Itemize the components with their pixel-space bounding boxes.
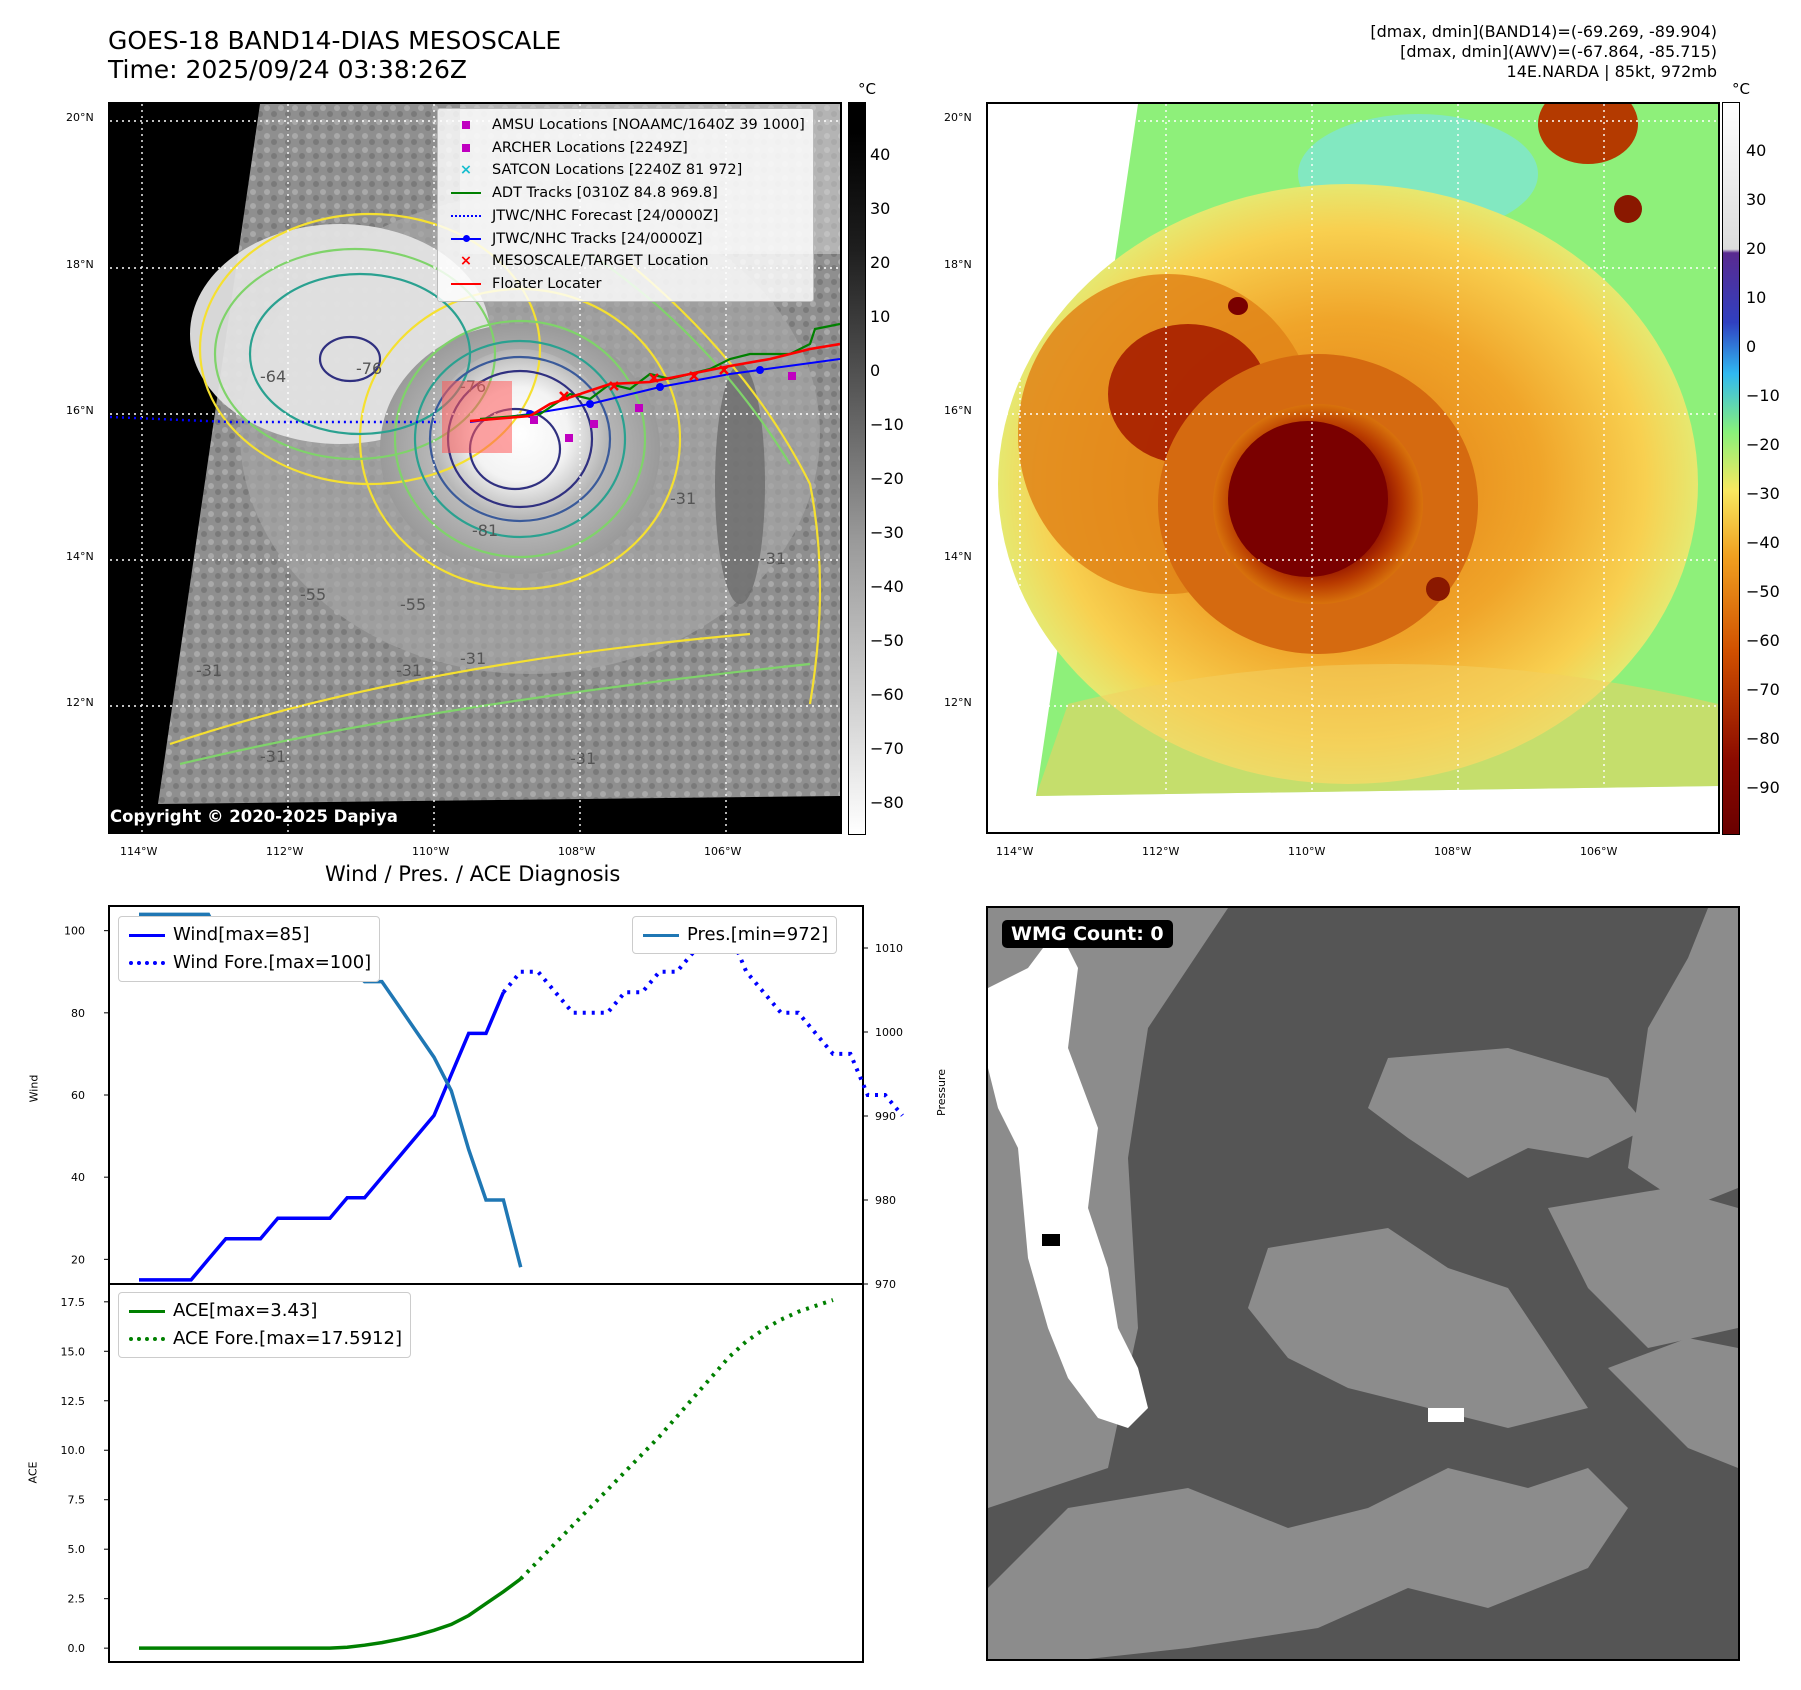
copyright-text: Copyright © 2020-2025 Dapiya [110, 807, 398, 826]
y-tick-label: 80 [71, 1007, 85, 1020]
legend-item: AMSU Locations [NOAAMC/1640Z 39 1000] [446, 114, 805, 137]
lon-label: 106°W [704, 845, 742, 858]
legend-item: Pres.[min=972] [641, 921, 828, 949]
y-tick-label: 17.5 [61, 1296, 86, 1309]
wmg-panel [986, 906, 1740, 1661]
stats-line-2: [dmax, dmin](AWV)=(-67.864, -85.715) [1400, 42, 1717, 61]
lat-label: 20°N [944, 111, 972, 124]
figure-title: GOES-18 BAND14-DIAS MESOSCALE Time: 2025… [108, 26, 561, 84]
lon-label: 112°W [1142, 845, 1180, 858]
legend-item: ACE[max=3.43] [127, 1297, 402, 1325]
lon-label: 108°W [558, 845, 596, 858]
plot-frame [108, 1283, 864, 1663]
contour-label: -31 [196, 661, 222, 680]
lon-label: 108°W [1434, 845, 1472, 858]
y-tick-label: 15.0 [61, 1345, 86, 1358]
y-tick-label: 100 [64, 925, 85, 938]
stats-line-3: 14E.NARDA | 85kt, 972mb [1506, 62, 1717, 81]
grayscale-colorbar [848, 102, 866, 835]
legend-item: ADT Tracks [0310Z 84.8 969.8] [446, 182, 805, 205]
y-tick-label: 5.0 [68, 1543, 86, 1556]
colorbar-unit: °C [1732, 80, 1750, 98]
ir-color-map [986, 102, 1720, 834]
color-colorbar [1722, 102, 1740, 835]
lon-label: 110°W [1288, 845, 1326, 858]
legend-item: × SATCON Locations [2240Z 81 972] [459, 162, 743, 179]
legend-item: ACE Fore.[max=17.5912] [127, 1325, 402, 1353]
y-tick-label: 2.5 [68, 1593, 86, 1606]
lon-label: 114°W [120, 845, 158, 858]
y-tick-label: 0.0 [68, 1642, 86, 1655]
legend-item: Wind Fore.[max=100] [127, 949, 371, 977]
lat-label: 18°N [66, 258, 94, 271]
y-tick-label: 10.0 [61, 1444, 86, 1457]
series-line [139, 1577, 522, 1650]
contour-label: -81 [472, 521, 498, 540]
lat-label: 12°N [66, 696, 94, 709]
series-line [139, 991, 506, 1282]
title-line-2: Time: 2025/09/24 03:38:26Z [108, 55, 467, 84]
y-tick-label-right: 1010 [875, 942, 903, 955]
contour-label: -31 [460, 649, 486, 668]
legend-item: Wind[max=85] [127, 921, 371, 949]
contour-label: -55 [400, 595, 426, 614]
pressure-legend: Pres.[min=972] [632, 916, 838, 954]
y-tick-label-right: 1000 [875, 1026, 903, 1039]
wmg-count-badge: WMG Count: 0 [1002, 920, 1173, 948]
lat-label: 20°N [66, 111, 94, 124]
contour-label: -31 [396, 661, 422, 680]
contour-label: -76 [356, 359, 382, 378]
stats-line-1: [dmax, dmin](BAND14)=(-69.269, -89.904) [1370, 22, 1717, 41]
lat-label: 12°N [944, 696, 972, 709]
lat-label: 18°N [944, 258, 972, 271]
lat-label: 16°N [944, 404, 972, 417]
lon-label: 114°W [996, 845, 1034, 858]
y-tick-label: 40 [71, 1171, 85, 1184]
legend-item: × MESOSCALE/TARGET Location [459, 253, 709, 270]
contour-label: -31 [760, 549, 786, 568]
pressure-axis-label: Pressure [934, 1069, 948, 1116]
lon-label: 106°W [1580, 845, 1618, 858]
lat-label: 14°N [944, 550, 972, 563]
contour-label: -31 [570, 749, 596, 768]
color-map-svg [988, 104, 1718, 832]
diagnosis-title: Wind / Pres. / ACE Diagnosis [325, 862, 621, 886]
forecast-track [110, 415, 440, 424]
wind-axis-label: Wind [27, 1074, 41, 1103]
contour-label: -64 [260, 367, 286, 386]
wind-legend: Wind[max=85] Wind Fore.[max=100] [118, 916, 381, 982]
lon-label: 110°W [412, 845, 450, 858]
contour-label: -31 [670, 489, 696, 508]
legend-item: JTWC/NHC Forecast [24/0000Z] [446, 205, 805, 228]
series-line [519, 1298, 834, 1581]
ace-axis-label: ACE [26, 1461, 40, 1484]
y-tick-label-right: 990 [875, 1110, 896, 1123]
map-legend: AMSU Locations [NOAAMC/1640Z 39 1000] AR… [437, 108, 814, 302]
y-tick-label: 7.5 [68, 1494, 86, 1507]
stats-block: [dmax, dmin](BAND14)=(-69.269, -89.904) … [1370, 22, 1717, 82]
colorbar-unit: °C [858, 80, 876, 98]
contour-label: -31 [260, 747, 286, 766]
legend-item: Floater Locater [446, 273, 805, 296]
title-line-1: GOES-18 BAND14-DIAS MESOSCALE [108, 26, 562, 55]
y-tick-label-right: 980 [875, 1194, 896, 1207]
y-tick-label: 60 [71, 1089, 85, 1102]
ace-plot: 0.0 2.5 5.0 7.5 10.0 12.5 15.0 17.5 [61, 1283, 864, 1663]
legend-item: JTWC/NHC Tracks [24/0000Z] [446, 228, 805, 251]
contour-label: -55 [300, 585, 326, 604]
y-tick-label: 12.5 [61, 1395, 86, 1408]
series-line [501, 928, 904, 1117]
ir-grayscale-map: -76 -64 -76 -81 -55 -55 -31 -31 -31 -31 … [108, 102, 842, 834]
ace-legend: ACE[max=3.43] ACE Fore.[max=17.5912] [118, 1292, 411, 1358]
lat-label: 14°N [66, 550, 94, 563]
wmg-svg [988, 908, 1738, 1659]
lat-label: 16°N [66, 404, 94, 417]
y-tick-label: 20 [71, 1253, 85, 1266]
lon-label: 112°W [266, 845, 304, 858]
y-tick-label-right: 970 [875, 1278, 896, 1291]
legend-item: ARCHER Locations [2249Z] [446, 137, 805, 160]
